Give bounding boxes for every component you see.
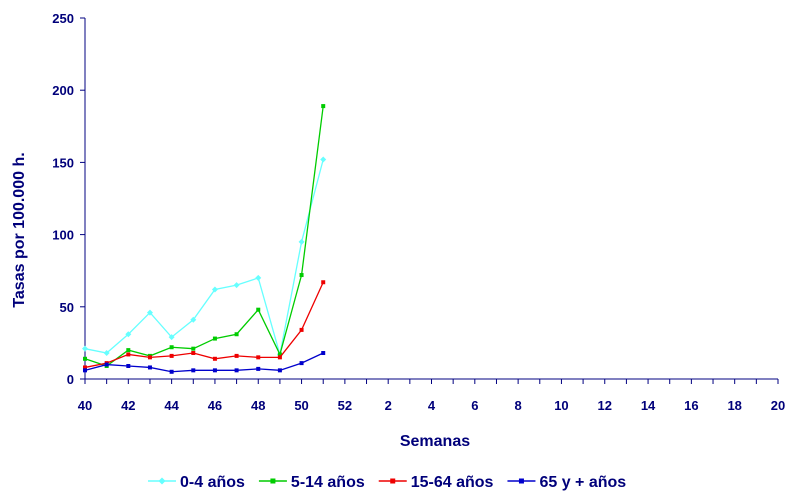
data-point (83, 356, 87, 361)
data-point (126, 352, 131, 357)
data-point (211, 286, 218, 293)
data-point (321, 280, 326, 285)
plot-area (84, 18, 778, 380)
series-line (84, 159, 324, 355)
x-tick-label: 14 (641, 398, 656, 413)
x-tick-label: 4 (428, 398, 436, 413)
legend: 0-4 años 5-14 años 15-64 años 65 y + años (148, 474, 626, 491)
data-point (256, 307, 261, 312)
series-layer (82, 104, 327, 374)
legend-label: 0-4 años (180, 474, 245, 491)
data-point (169, 353, 174, 358)
x-tick-label: 46 (208, 398, 222, 413)
x-tick-label: 18 (727, 398, 741, 413)
y-axis-title: Tasas por 100.000 h. (11, 152, 28, 307)
data-point (234, 368, 239, 373)
data-point (321, 104, 326, 109)
data-point (299, 361, 304, 366)
legend-label: 15-64 años (411, 474, 494, 491)
series-line (84, 352, 324, 373)
data-point (168, 334, 175, 341)
data-point (233, 282, 240, 289)
x-tick-label: 20 (771, 398, 785, 413)
series-line (84, 281, 324, 369)
data-point (299, 273, 304, 278)
data-point (158, 477, 166, 485)
series-65-y-a-os (83, 351, 326, 374)
legend-item: 0-4 años (148, 474, 245, 491)
data-point (125, 331, 132, 338)
x-tick-label: 52 (338, 398, 352, 413)
data-point (191, 368, 196, 373)
data-point (277, 368, 282, 373)
data-point (212, 336, 217, 341)
x-tick-label: 16 (684, 398, 698, 413)
data-point (390, 478, 396, 484)
data-point (83, 365, 87, 370)
data-point (256, 355, 261, 360)
data-point (146, 309, 153, 316)
data-point (191, 346, 196, 351)
data-point (321, 351, 326, 356)
data-point (169, 345, 174, 350)
data-point (191, 351, 196, 356)
data-point (277, 352, 282, 357)
legend-item: 5-14 años (258, 474, 365, 491)
y-tick-label: 200 (52, 83, 74, 98)
data-point (320, 156, 327, 163)
data-point (234, 332, 239, 337)
x-tick-label: 10 (554, 398, 568, 413)
data-point (270, 478, 276, 484)
x-tick-label: 50 (294, 398, 308, 413)
y-tick-label: 0 (67, 372, 74, 387)
data-point (126, 348, 131, 353)
legend-label: 5-14 años (291, 474, 365, 491)
x-tick-label: 8 (515, 398, 522, 413)
data-point (255, 274, 262, 281)
data-point (103, 350, 110, 357)
data-point (104, 362, 109, 367)
y-tick-label: 250 (52, 11, 74, 26)
x-axis-ticks: 40 42 44 46 48 50 52 2 4 6 8 10 12 14 16 18 20 (78, 379, 785, 413)
data-point (147, 365, 152, 370)
data-point (298, 238, 305, 245)
data-point (126, 364, 131, 369)
data-point (83, 368, 87, 373)
x-tick-label: 12 (598, 398, 612, 413)
legend-label: 65 y + años (539, 474, 626, 491)
series-line (84, 106, 324, 367)
y-tick-label: 50 (60, 300, 74, 315)
x-tick-label: 44 (164, 398, 179, 413)
data-point (299, 327, 304, 332)
series-0-4-a-os (82, 156, 327, 358)
x-tick-label: 2 (385, 398, 392, 413)
data-point (82, 345, 88, 352)
series-5-14-a-os (83, 104, 326, 369)
y-tick-label: 150 (52, 155, 74, 170)
data-point (277, 355, 282, 360)
data-point (147, 355, 152, 360)
data-point (518, 478, 524, 484)
x-tick-label: 6 (471, 398, 478, 413)
data-point (256, 366, 261, 371)
data-point (212, 368, 217, 373)
data-point (169, 369, 174, 374)
legend-item: 15-64 años (378, 474, 494, 491)
x-tick-label: 42 (121, 398, 135, 413)
data-point (212, 356, 217, 361)
x-tick-label: 40 (78, 398, 92, 413)
data-point (190, 316, 197, 323)
legend-item: 65 y + años (507, 474, 626, 491)
x-axis-title: Semanas (400, 433, 470, 450)
x-tick-label: 48 (251, 398, 265, 413)
data-point (234, 353, 239, 358)
y-axis-ticks: 0 50 100 150 200 250 (52, 11, 85, 387)
y-tick-label: 100 (52, 228, 74, 243)
